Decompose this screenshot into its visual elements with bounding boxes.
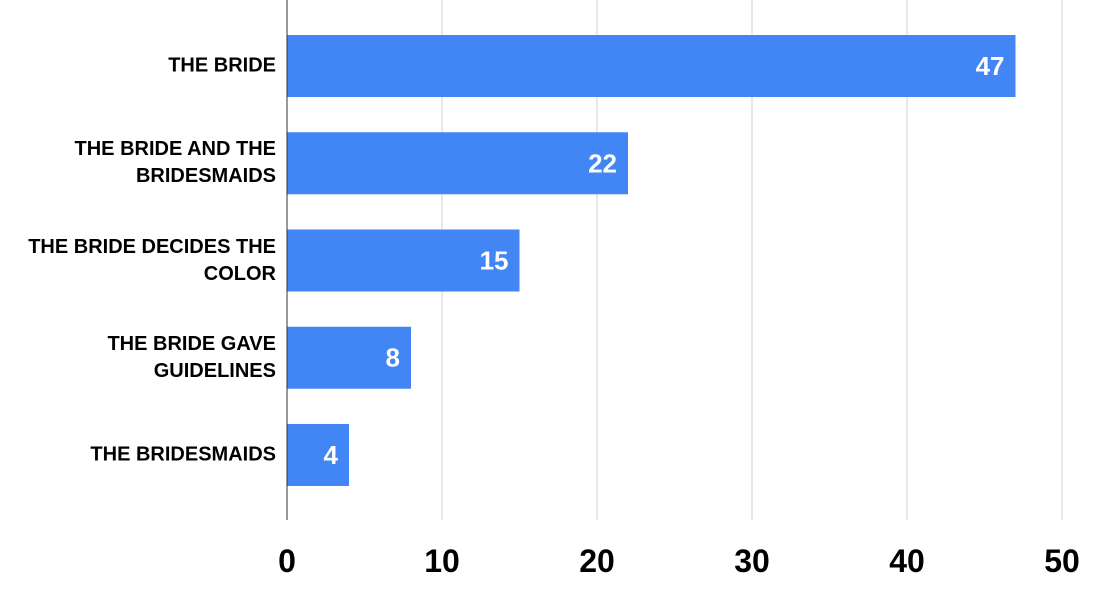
value-label: 47 xyxy=(976,51,1005,81)
x-tick-label: 10 xyxy=(424,543,460,579)
y-tick-label: THE BRIDE DECIDES THE COLOR xyxy=(28,235,276,285)
x-tick-label: 0 xyxy=(278,543,296,579)
x-tick-label: 30 xyxy=(734,543,770,579)
y-tick-label: THE BRIDESMAIDS xyxy=(90,443,276,466)
bar xyxy=(287,326,411,389)
x-tick-label: 40 xyxy=(889,543,925,579)
value-label: 4 xyxy=(324,440,339,470)
bar xyxy=(287,132,628,195)
x-tick-label: 20 xyxy=(579,543,615,579)
y-tick-label: THE BRIDE GAVE GUIDELINES xyxy=(107,332,276,382)
bar xyxy=(287,423,349,486)
y-tick-label: THE BRIDE xyxy=(168,54,276,77)
bar xyxy=(287,35,1016,98)
value-label: 22 xyxy=(588,148,617,178)
value-label: 8 xyxy=(386,343,400,373)
bar xyxy=(287,229,520,292)
x-tick-label: 50 xyxy=(1044,543,1080,579)
y-tick-label: THE BRIDE AND THE BRIDESMAIDS xyxy=(74,138,276,188)
value-label: 15 xyxy=(480,246,509,276)
